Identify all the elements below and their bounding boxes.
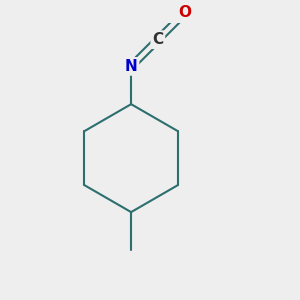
Text: N: N <box>125 59 137 74</box>
Text: C: C <box>152 32 164 47</box>
Text: O: O <box>178 5 191 20</box>
